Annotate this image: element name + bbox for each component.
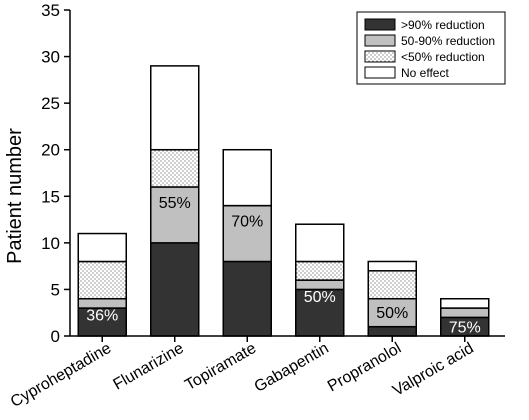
- y-tick-label: 15: [41, 187, 60, 206]
- bar-topiramate-series-3: [222, 148, 272, 207]
- bar-flunarizine-series-0: [150, 242, 200, 337]
- percent-label: 55%: [159, 195, 191, 212]
- percent-label: 50%: [376, 305, 408, 322]
- legend-label: >90% reduction: [401, 18, 485, 32]
- legend-label: <50% reduction: [401, 50, 485, 64]
- x-tick-label: Valproic acid: [390, 340, 477, 400]
- legend-swatch: [364, 34, 396, 47]
- bar-valproic-acid-series-1: [440, 307, 490, 319]
- bar-flunarizine-series-2: [150, 148, 200, 188]
- percent-label: 36%: [86, 308, 118, 325]
- bar-cyproheptadine-series-2: [77, 260, 127, 300]
- bar-propranolol-series-2: [367, 270, 417, 300]
- x-tick-label: Gabapentin: [252, 340, 332, 396]
- percent-label: 50%: [304, 289, 336, 306]
- bar-cyproheptadine-series-3: [77, 232, 127, 263]
- y-tick-label: 20: [41, 141, 60, 160]
- x-tick-label: Cyproheptadine: [8, 340, 114, 411]
- bar-topiramate-series-1: [222, 204, 272, 263]
- percent-label: 70%: [231, 214, 263, 231]
- bar-flunarizine-series-3: [150, 65, 200, 151]
- y-tick-label: 25: [41, 94, 60, 113]
- legend-label: 50-90% reduction: [401, 34, 495, 48]
- bar-gabapentin-series-2: [295, 260, 345, 281]
- bar-topiramate-series-0: [222, 260, 272, 337]
- y-tick-label: 35: [41, 1, 60, 20]
- legend-label: No effect: [401, 66, 449, 80]
- y-tick-label: 5: [51, 280, 60, 299]
- x-tick-label: Flunarizine: [110, 340, 186, 394]
- bar-propranolol-series-3: [367, 260, 417, 272]
- bar-valproic-acid-series-3: [440, 297, 490, 309]
- legend-swatch: [364, 50, 396, 63]
- y-axis-label: Patient number: [4, 128, 26, 264]
- bar-gabapentin-series-3: [295, 223, 345, 263]
- bar-propranolol-series-0: [367, 325, 417, 337]
- x-tick-label: Topiramate: [182, 340, 259, 394]
- legend-swatch: [364, 18, 396, 31]
- y-tick-label: 0: [51, 327, 60, 346]
- legend-swatch: [364, 66, 396, 79]
- percent-label: 75%: [449, 320, 481, 337]
- y-tick-label: 30: [41, 48, 60, 67]
- y-tick-label: 10: [41, 234, 60, 253]
- bar-gabapentin-series-0: [295, 288, 345, 337]
